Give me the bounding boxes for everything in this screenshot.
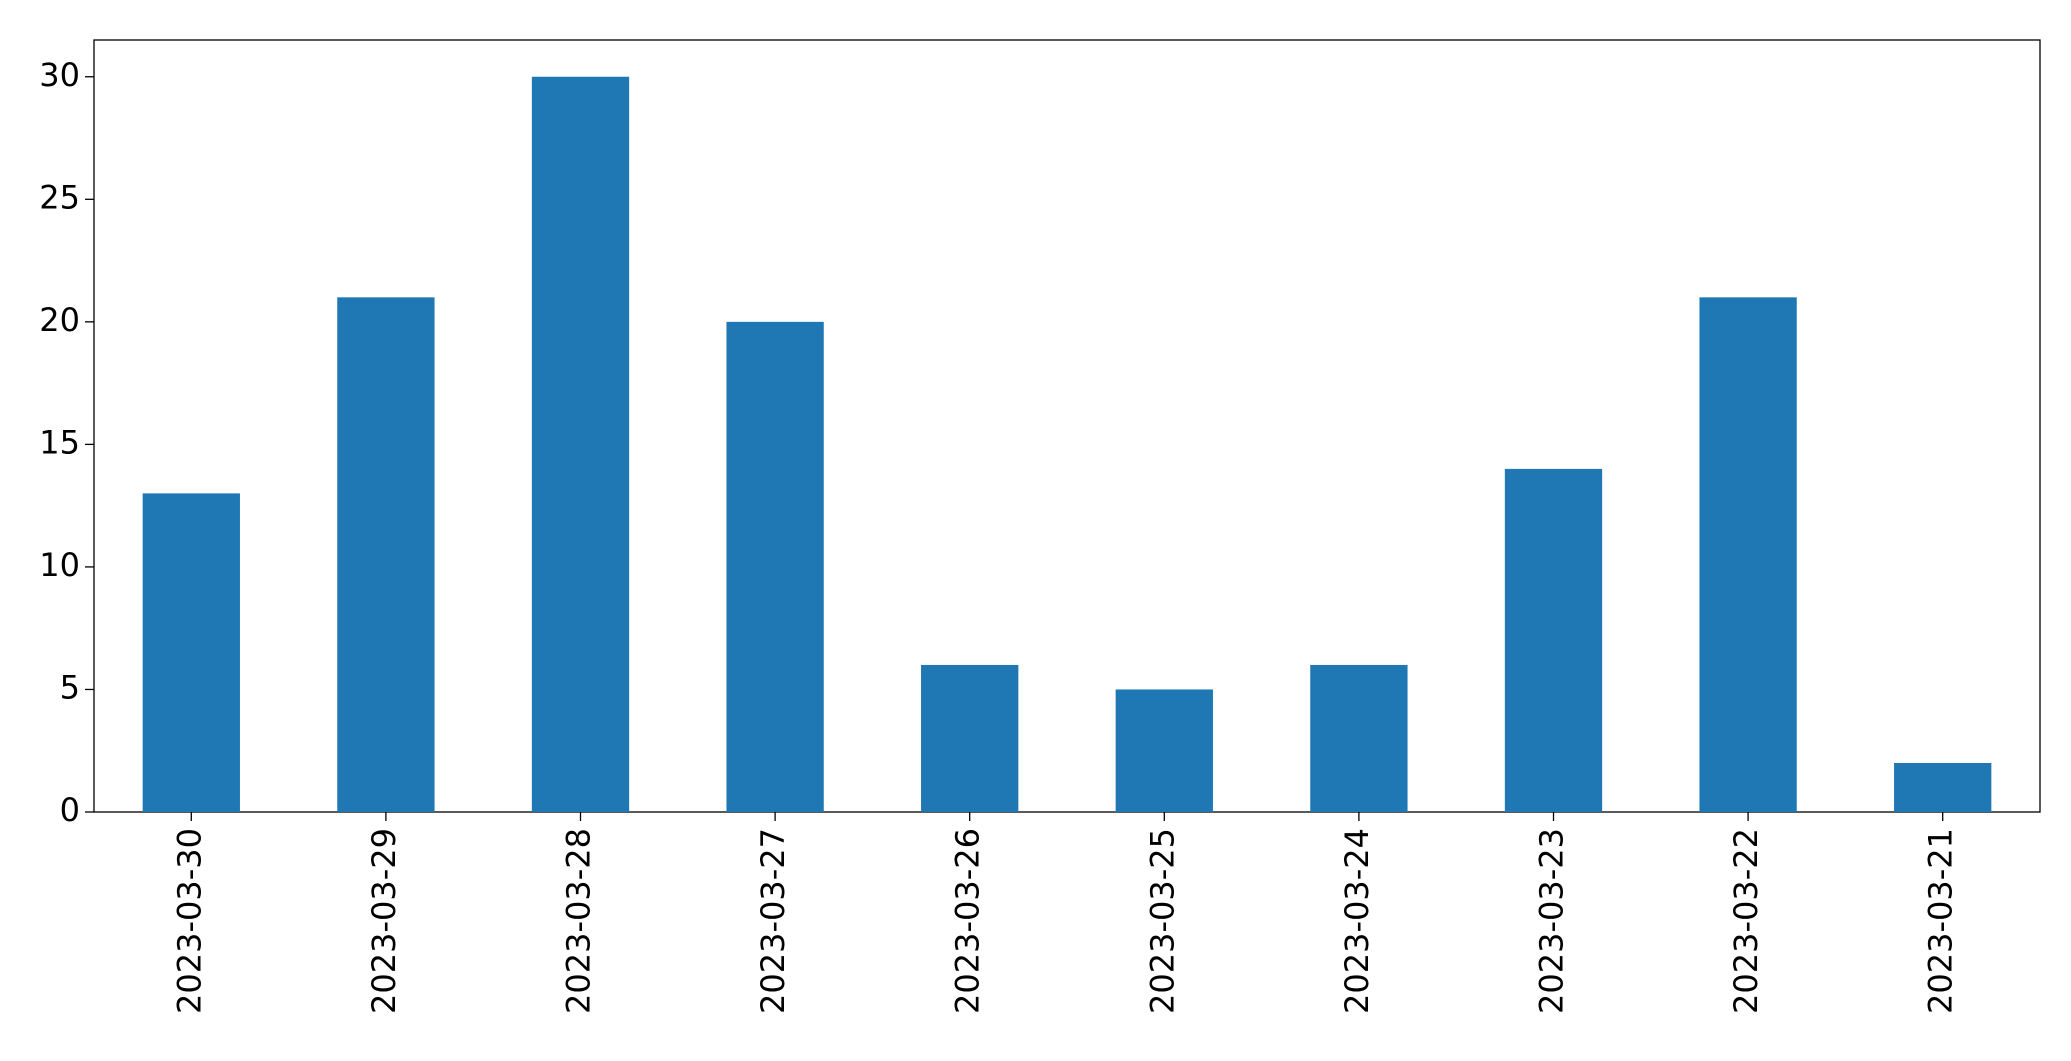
y-tick-label: 0 [60, 791, 80, 829]
y-tick-label: 15 [39, 423, 80, 461]
y-tick-label: 10 [39, 546, 80, 584]
x-tick-label: 2023-03-25 [1143, 828, 1181, 1014]
bar [531, 76, 630, 812]
bar [1504, 468, 1603, 812]
x-tick-label: 2023-03-26 [949, 828, 987, 1014]
bar [1894, 762, 1992, 812]
axes-frame [93, 39, 2041, 813]
y-tick-label: 20 [39, 301, 80, 339]
bar [1699, 297, 1797, 812]
x-tick-label: 2023-03-28 [560, 828, 598, 1014]
x-tick-label: 2023-03-21 [1922, 828, 1960, 1014]
x-tick-label: 2023-03-23 [1533, 828, 1571, 1014]
bar [142, 493, 240, 812]
bar [726, 321, 824, 812]
x-tick-label: 2023-03-29 [365, 828, 403, 1014]
x-tick-label: 2023-03-24 [1338, 828, 1376, 1014]
bar [1310, 664, 1408, 812]
bar [921, 664, 1019, 812]
bar [337, 297, 435, 812]
x-tick-label: 2023-03-30 [170, 828, 208, 1014]
x-tick-label: 2023-03-27 [754, 828, 792, 1014]
y-tick-label: 5 [60, 668, 80, 706]
bar [1115, 689, 1213, 812]
y-tick-label: 30 [39, 56, 80, 94]
x-tick-label: 2023-03-22 [1727, 828, 1765, 1014]
y-tick-label: 25 [39, 178, 80, 216]
